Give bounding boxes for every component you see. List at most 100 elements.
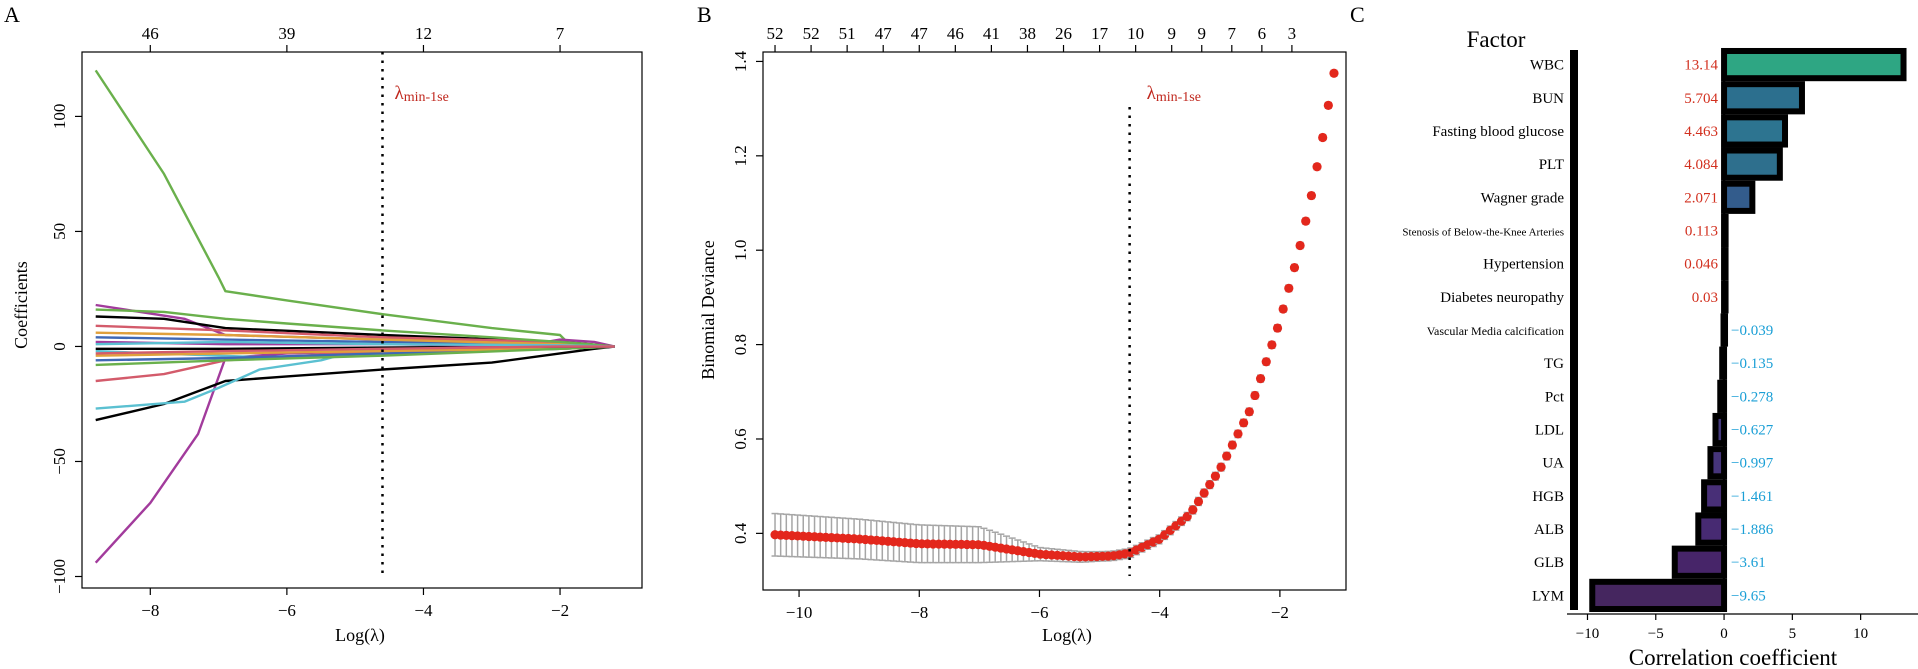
panel-c-category-label-5: Stenosis of Below-the-Knee Arteries <box>1402 226 1564 238</box>
panel-a-letter: A <box>4 2 20 27</box>
panel-b-ytick-label-2: 0.8 <box>731 334 750 355</box>
panel-b-letter: B <box>697 2 712 27</box>
panel-c-bar-1 <box>1721 81 1805 115</box>
panel-c-category-label-12: UA <box>1542 456 1564 472</box>
panel-c-bar-3 <box>1721 147 1783 181</box>
panel-a-coef-path-0 <box>94 69 615 348</box>
panel-c-category-label-15: GLB <box>1534 555 1564 571</box>
panel-c-bar-11 <box>1712 412 1728 447</box>
panel-b-point-87 <box>1261 357 1271 367</box>
panel-c-bar-12 <box>1707 446 1728 480</box>
panel-b-toptick-label-9: 17 <box>1091 24 1109 43</box>
panel-b-point-81 <box>1227 440 1237 450</box>
panel-b-point-94 <box>1301 216 1311 226</box>
panel-c-bar-0 <box>1721 47 1907 82</box>
panel-b-point-95 <box>1306 190 1316 201</box>
panel-a-xtick-label-3: −2 <box>551 601 569 620</box>
panel-c-xtick-label-1: −5 <box>1648 626 1664 642</box>
panel-c-bar-16 <box>1589 578 1728 613</box>
panel-c-category-label-6: Hypertension <box>1483 257 1564 273</box>
panel-c-bar-2 <box>1721 114 1789 148</box>
panel-b-ytick-label-1: 0.6 <box>731 428 750 449</box>
panel-b-point-96 <box>1312 162 1322 172</box>
panel-a-lambda-label: λmin-1se <box>394 83 448 105</box>
panel-b-toptick-label-13: 7 <box>1228 24 1237 43</box>
panel-c-value-label-2: 4.463 <box>1684 124 1718 140</box>
panel-b-xtick-label-2: −6 <box>1030 603 1048 622</box>
panel-b-point-86 <box>1255 374 1266 384</box>
panel-c-value-label-14: −1.886 <box>1731 522 1774 538</box>
panel-b-lambda-label-sub: min-1se <box>1156 90 1201 105</box>
panel-b-point-98 <box>1323 100 1333 110</box>
panel-a-coef-path-3 <box>95 345 615 422</box>
panel-a-coef-path-1 <box>94 345 615 564</box>
panel-a-plot-frame <box>81 51 643 589</box>
panel-c-category-label-3: PLT <box>1539 157 1564 173</box>
panel-a-toptick-label-3: 7 <box>556 24 565 43</box>
panel-b-point-97 <box>1318 132 1328 143</box>
panel-b-toptick-label-12: 9 <box>1198 24 1207 43</box>
panel-a-xlabel: Log(λ) <box>335 625 385 646</box>
panel-c-category-label-13: HGB <box>1532 489 1564 505</box>
panel-b-point-76 <box>1199 488 1209 498</box>
panel-a-lambda-label-sub: min-1se <box>404 90 449 105</box>
panel-b-ytick-label-4: 1.2 <box>731 145 750 166</box>
panel-c-value-label-1: 5.704 <box>1684 91 1718 107</box>
panel-c-letter: C <box>1350 2 1365 27</box>
panel-b-toptick-label-11: 9 <box>1167 24 1176 43</box>
panel-c-category-label-1: BUN <box>1532 91 1564 107</box>
panel-a-xtick-label-0: −8 <box>141 601 159 620</box>
panel-c-value-label-9: −0.135 <box>1731 356 1773 372</box>
panel-b-toptick-label-1: 52 <box>803 24 820 43</box>
panel-b-plot-frame <box>762 51 1347 591</box>
panel-c-value-label-3: 4.084 <box>1684 157 1718 173</box>
panel-c-category-label-4: Wagner grade <box>1481 190 1565 206</box>
panel-b-toptick-label-0: 52 <box>767 24 784 43</box>
panel-a-coef-path-13 <box>95 308 615 348</box>
panel-c-value-label-5: 0.113 <box>1685 223 1718 239</box>
panel-a-coef-path-14 <box>95 345 615 367</box>
panel-b-ytick-label-3: 1.0 <box>731 240 750 261</box>
panel-b-toptick-label-4: 47 <box>911 24 929 43</box>
panel-a-ytick-label-3: 50 <box>50 223 69 240</box>
panel-b-toptick-label-8: 26 <box>1055 24 1072 43</box>
panel-b-point-83 <box>1239 418 1249 428</box>
panel-b-toptick-label-15: 3 <box>1288 24 1297 43</box>
panel-b-xlabel: Log(λ) <box>1042 625 1092 646</box>
panel-a-coef-path-18 <box>95 345 615 355</box>
panel-c-xtick-label-4: 10 <box>1853 626 1868 642</box>
panel-a-ytick-label-2: 0 <box>50 342 69 351</box>
panel-a-ylabel: Coefficients <box>11 261 31 349</box>
panel-b-xtick-label-0: −10 <box>786 603 813 622</box>
panel-c-value-label-4: 2.071 <box>1684 190 1718 206</box>
panel-b-point-91 <box>1284 283 1294 293</box>
panel-a-ytick-label-0: −100 <box>50 559 69 594</box>
panel-c-xtick-label-3: 5 <box>1789 626 1797 642</box>
panel-a-ytick-label-1: −50 <box>50 448 69 475</box>
panel-b-toptick-label-10: 10 <box>1127 24 1144 43</box>
panel-c-category-label-9: TG <box>1544 356 1564 372</box>
panel-b-point-79 <box>1216 462 1226 472</box>
panel-b-point-88 <box>1267 340 1277 350</box>
panel-a-xtick-label-2: −4 <box>414 601 433 620</box>
panel-c-value-label-8: −0.039 <box>1731 323 1773 339</box>
panel-b-lambda-label: λmin-1se <box>1147 83 1201 105</box>
panel-c-value-label-7: 0.03 <box>1692 290 1718 306</box>
panel-b-point-84 <box>1244 407 1254 417</box>
panel-c-value-label-10: −0.278 <box>1731 389 1773 405</box>
panel-b-toptick-label-5: 46 <box>947 24 964 43</box>
panel-b-point-99 <box>1329 68 1339 78</box>
panel-b-point-93 <box>1295 240 1305 251</box>
panel-c-xlabel: Correlation coefficient <box>1629 645 1838 669</box>
panel-b-ylabel: Binomial Deviance <box>698 240 718 379</box>
panel-c-value-label-11: −0.627 <box>1731 423 1774 439</box>
panel-b-point-90 <box>1278 304 1288 314</box>
panel-c-value-label-13: −1.461 <box>1731 489 1773 505</box>
panel-b-point-78 <box>1210 471 1221 481</box>
panel-c-xtick-label-2: 0 <box>1720 626 1728 642</box>
panel-b-xtick-label-1: −8 <box>910 603 928 622</box>
panel-b-toptick-label-3: 47 <box>875 24 893 43</box>
panel-c-category-label-2: Fasting blood glucose <box>1432 124 1564 140</box>
panel-c-value-label-16: −9.65 <box>1731 588 1766 604</box>
panel-b-toptick-label-6: 41 <box>983 24 1000 43</box>
